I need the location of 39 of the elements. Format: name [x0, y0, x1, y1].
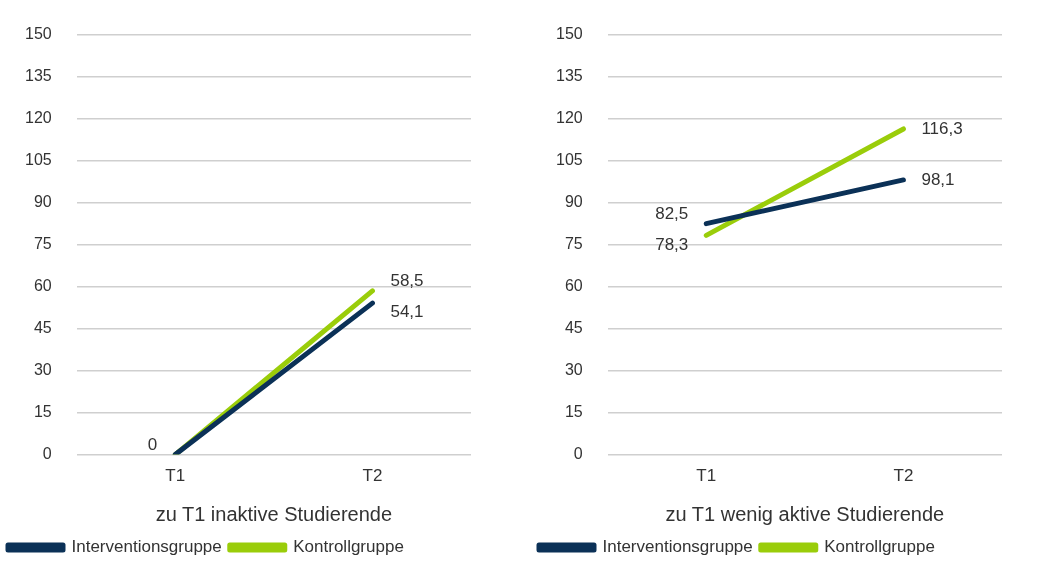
data-label: 82,5: [655, 203, 689, 223]
y-tick-label: 45: [33, 319, 52, 337]
y-tick-label: 15: [33, 403, 52, 421]
y-tick-label: 45: [564, 319, 583, 337]
y-tick-label: 135: [24, 67, 52, 85]
y-tick-label: 105: [24, 151, 52, 169]
y-tick-label: 150: [24, 25, 52, 43]
x-axis-title: zu T1 wenig aktive Studierende: [665, 502, 945, 525]
x-axis-title: zu T1 inaktive Studierende: [155, 502, 393, 525]
y-tick-label: 60: [564, 277, 583, 295]
y-tick-label: 75: [564, 235, 583, 253]
x-tick-label: T1: [696, 466, 717, 486]
y-tick-label: 75: [33, 235, 52, 253]
legend-label: Kontrollgruppe: [824, 537, 935, 557]
data-label: 58,5: [390, 270, 424, 290]
data-label: 0: [147, 434, 158, 454]
y-tick-label: 0: [42, 445, 52, 463]
y-tick-label: 15: [564, 403, 583, 421]
legend-label: Kontrollgruppe: [293, 537, 404, 557]
data-label: 98,1: [921, 169, 955, 189]
legend-label: Interventionsgruppe: [71, 537, 222, 557]
data-label: 78,3: [655, 234, 689, 254]
y-tick-label: 30: [564, 361, 583, 379]
y-tick-label: 90: [564, 193, 583, 211]
y-tick-label: 120: [24, 109, 52, 127]
y-tick-label: 30: [33, 361, 52, 379]
y-tick-label: 120: [555, 109, 583, 127]
y-tick-label: 90: [33, 193, 52, 211]
y-tick-label: 60: [33, 277, 52, 295]
y-tick-label: 105: [555, 151, 583, 169]
legend-label: Interventionsgruppe: [602, 537, 753, 557]
data-label: 116,3: [921, 118, 963, 138]
y-tick-label: 0: [573, 445, 583, 463]
x-tick-label: T2: [893, 466, 914, 486]
x-tick-label: T1: [165, 466, 186, 486]
y-tick-label: 135: [555, 67, 583, 85]
x-tick-label: T2: [362, 466, 383, 486]
y-tick-label: 150: [555, 25, 583, 43]
data-label: 54,1: [390, 302, 424, 322]
